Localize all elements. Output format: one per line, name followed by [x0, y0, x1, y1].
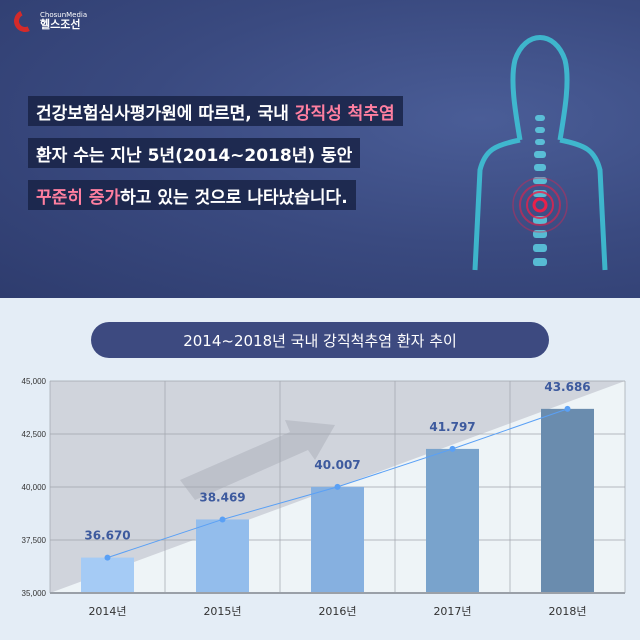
y-tick-label: 37,500: [22, 536, 47, 545]
x-tick-label: 2014년: [88, 605, 126, 618]
bar: [311, 486, 364, 593]
x-tick-label: 2016년: [318, 605, 356, 618]
trend-point: [104, 554, 111, 561]
logo-swirl-icon: [10, 6, 40, 36]
trend-arrow-icon: [180, 420, 335, 500]
headline-text: 건강보험심사평가원에 따르면, 국내: [36, 104, 295, 124]
hero-banner: ChosunMedia 헬스조선 건강보험심사평가원에 따르면, 국내 강직성 척…: [0, 0, 640, 298]
data-label: 38.469: [199, 490, 245, 504]
headline-line-3: 꾸준히 증가하고 있는 것으로 나타났습니다.: [28, 180, 356, 210]
logo-text: 헬스조선: [40, 18, 81, 31]
data-label: 36.670: [84, 529, 130, 543]
bar: [81, 557, 134, 593]
trend-point: [219, 516, 226, 523]
x-tick-label: 2018년: [548, 605, 586, 618]
logo: ChosunMedia 헬스조선: [10, 6, 88, 36]
headline-text: 하고 있는 것으로 나타났습니다.: [120, 188, 348, 208]
data-label: 43.686: [544, 380, 590, 394]
headline-line-1: 건강보험심사평가원에 따르면, 국내 강직성 척추염: [28, 96, 403, 126]
y-tick-label: 40,000: [22, 483, 47, 492]
headline-highlight: 강직성 척추염: [294, 104, 395, 124]
bar: [196, 519, 249, 593]
bar: [541, 408, 594, 593]
trend-point: [449, 445, 456, 452]
bar: [426, 448, 479, 593]
chart-title: 2014~2018년 국내 강직척추염 환자 추이: [91, 322, 549, 358]
data-label: 40.007: [314, 458, 360, 472]
y-tick-label: 42,500: [22, 430, 47, 439]
headline-line-2: 환자 수는 지난 5년(2014~2018년) 동안: [28, 138, 361, 168]
bar-chart: 35,000 37,500 40,000 42,500 45,000 36.670 2014…: [22, 377, 626, 618]
y-tick-label: 35,000: [22, 589, 47, 598]
trend-point: [334, 483, 341, 490]
headline-highlight: 꾸준히 증가: [36, 188, 121, 208]
spine-body-illustration: [472, 35, 608, 271]
x-tick-label: 2015년: [203, 605, 241, 618]
data-label: 41.797: [429, 420, 475, 434]
x-tick-label: 2017년: [433, 605, 471, 618]
trend-point: [564, 405, 571, 412]
logo-small-text: ChosunMedia: [40, 11, 88, 19]
y-tick-label: 45,000: [22, 377, 47, 386]
